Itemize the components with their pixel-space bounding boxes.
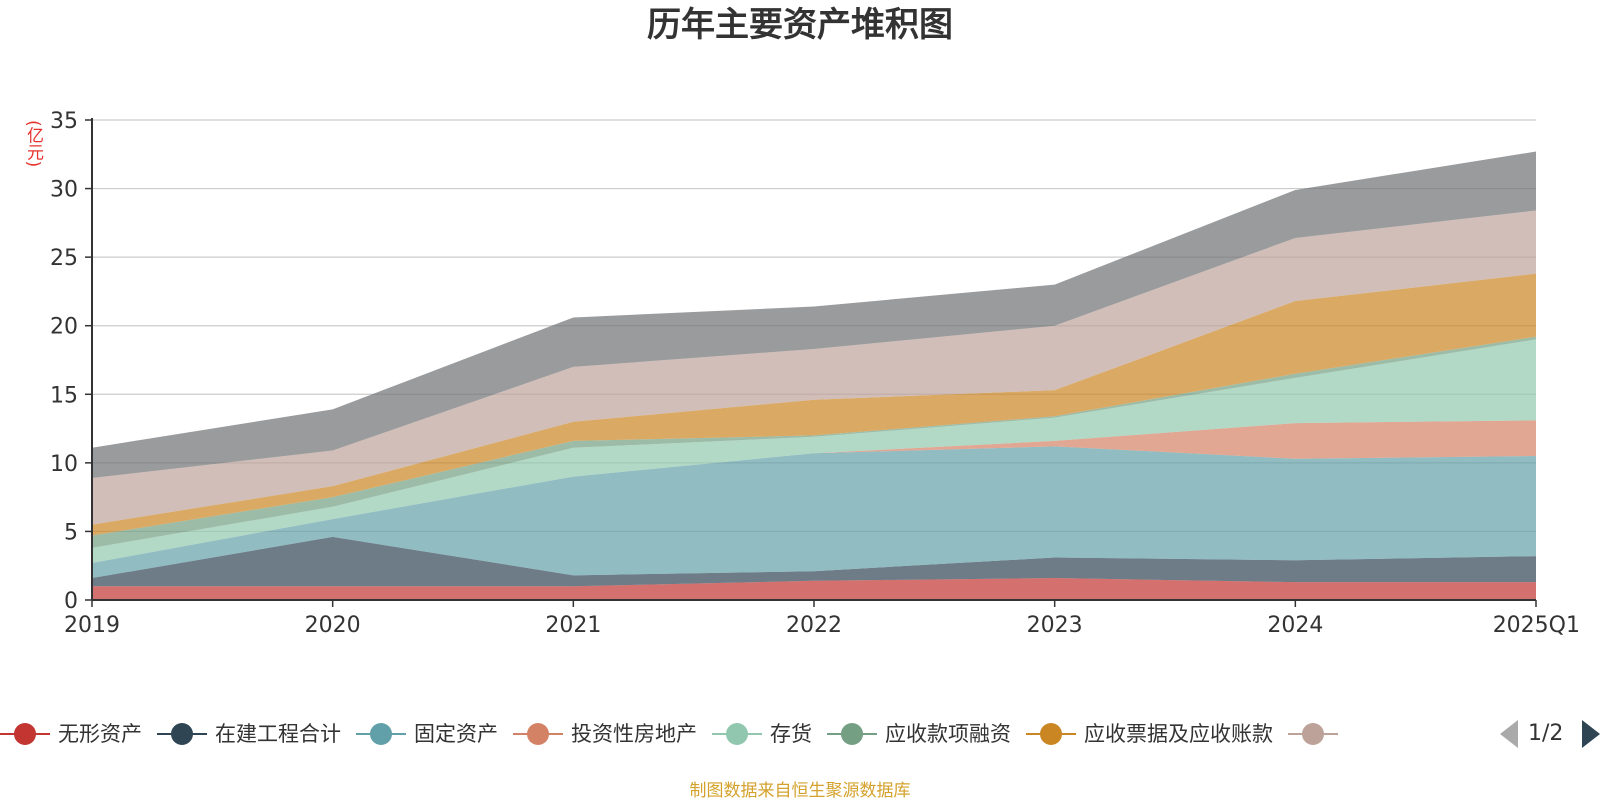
legend-item[interactable]: 存货	[712, 716, 812, 752]
legend-marker-icon	[827, 716, 877, 752]
legend-marker-icon	[0, 716, 50, 752]
legend-marker-icon	[513, 716, 563, 752]
legend-items: 无形资产 在建工程合计 固定资产 投资性房地产 存货 应收款项融资 应收票据及应收账款	[0, 716, 1480, 752]
legend-label: 应收票据及应收账款	[1084, 722, 1273, 746]
y-tick-label-10: 10	[50, 452, 78, 477]
legend-item[interactable]: 无形资产	[0, 716, 142, 752]
legend-label: 存货	[770, 722, 812, 746]
legend-marker-icon	[356, 716, 406, 752]
legend-label: 无形资产	[58, 722, 142, 746]
area-series-7	[92, 210, 1536, 525]
y-tick-label-5: 5	[64, 520, 78, 545]
y-tick-label-35: 35	[50, 109, 78, 134]
legend-next-page-icon[interactable]	[1582, 720, 1600, 748]
legend-item[interactable]: 固定资产	[356, 716, 498, 752]
legend-marker-icon	[157, 716, 207, 752]
legend-item[interactable]	[1288, 716, 1346, 752]
x-tick-label-5: 2024	[1267, 613, 1323, 638]
legend-item[interactable]: 投资性房地产	[513, 716, 697, 752]
x-tick-label-1: 2020	[305, 613, 361, 638]
area-series-0	[92, 578, 1536, 600]
y-tick-label-0: 0	[64, 589, 78, 614]
legend-page-indicator: 1/2	[1528, 721, 1564, 746]
x-tick-label-0: 2019	[64, 613, 120, 638]
legend-label: 应收款项融资	[885, 722, 1011, 746]
chart-title: 历年主要资产堆积图	[647, 5, 953, 45]
legend-pager: 1/2	[1500, 716, 1600, 752]
y-tick-label-30: 30	[50, 178, 78, 203]
legend-marker-icon	[1026, 716, 1076, 752]
area-series-8	[92, 151, 1536, 478]
data-source-note: 制图数据来自恒生聚源数据库	[689, 781, 911, 801]
area-series-6	[92, 273, 1536, 536]
legend-label: 固定资产	[414, 722, 498, 746]
x-tick-label-6: 2025Q1	[1493, 613, 1580, 638]
legend: 无形资产 在建工程合计 固定资产 投资性房地产 存货 应收款项融资 应收票据及应收账款	[0, 716, 1600, 752]
legend-item[interactable]: 在建工程合计	[157, 716, 341, 752]
x-tick-label-2: 2021	[545, 613, 601, 638]
legend-marker-icon	[712, 716, 762, 752]
legend-marker-icon	[1288, 716, 1338, 752]
x-tick-label-4: 2023	[1027, 613, 1083, 638]
legend-label: 投资性房地产	[571, 722, 697, 746]
area-series-2	[92, 446, 1536, 579]
y-axis-unit-label: (亿元)	[23, 120, 43, 168]
x-tick-label-3: 2022	[786, 613, 842, 638]
y-tick-label-20: 20	[50, 315, 78, 340]
area-series-1	[92, 536, 1536, 587]
area-series-4	[92, 339, 1536, 563]
y-tick-label-15: 15	[50, 383, 78, 408]
legend-label: 在建工程合计	[215, 722, 341, 746]
y-tick-label-25: 25	[50, 246, 78, 271]
legend-prev-page-icon[interactable]	[1500, 720, 1518, 748]
legend-item[interactable]: 应收款项融资	[827, 716, 1011, 752]
legend-item[interactable]: 应收票据及应收账款	[1026, 716, 1273, 752]
area-series-3	[92, 420, 1536, 563]
